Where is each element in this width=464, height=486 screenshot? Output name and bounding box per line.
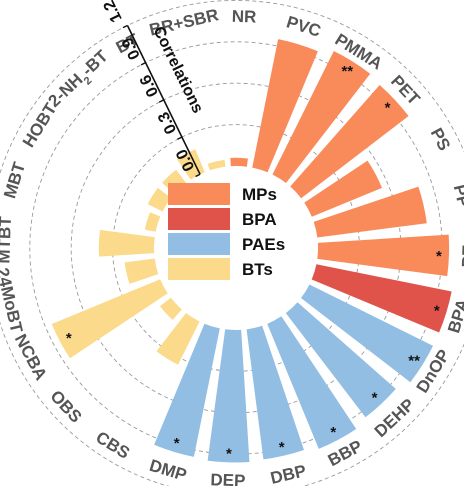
bar-hobt [147, 187, 172, 212]
bars [51, 39, 452, 463]
category-text-obs: OBS [46, 387, 85, 427]
sig-marker-dbp: * [279, 439, 285, 456]
category-label-pvc: PVC [284, 12, 323, 40]
axis-tick-text-1: 0.3 [155, 109, 180, 137]
category-label-dbp: DBP [269, 461, 308, 486]
category-label-ncba: NCBA [11, 331, 51, 383]
legend-label-bts: BTs [242, 260, 273, 279]
category-label-mtbt: MTBT [0, 215, 15, 263]
category-label-nr: NR [231, 7, 256, 27]
category-text-dep: DEP [210, 470, 246, 486]
sig-marker-dmp: * [174, 435, 180, 452]
bar-pe [317, 234, 450, 277]
bar-dep [207, 329, 250, 463]
sig-marker-dehp: * [372, 390, 378, 407]
bar-ps [304, 160, 382, 217]
bar-bpa [311, 264, 452, 333]
legend-label-bpa: BPA [242, 210, 277, 229]
axis-tick-3 [140, 62, 146, 66]
category-text-pvc: PVC [284, 12, 323, 40]
legend: MPs BPA PAEs BTs [168, 183, 285, 280]
bar-obs [159, 297, 182, 320]
category-text-cbs: CBS [93, 428, 134, 463]
axis-tick-label-1: 0.3 [155, 109, 180, 137]
category-text-ps: PS [427, 125, 454, 154]
legend-swatch-paes [168, 233, 230, 255]
category-label-24mobt: 24MoBT [0, 266, 26, 335]
category-label-mbt: MBT [0, 159, 29, 200]
legend-swatch-mps [168, 183, 230, 205]
sig-marker-dep: * [226, 445, 232, 462]
category-label-pp: PP [450, 183, 464, 209]
category-text-dbp: DBP [269, 461, 308, 486]
axis-tick-label-4: 1.2 [101, 0, 126, 25]
category-text-dmp: DMP [147, 456, 189, 485]
category-text-pe: PE [458, 244, 464, 267]
axis-tick-label-2: 0.6 [137, 72, 162, 100]
bar-cbs [156, 312, 200, 365]
category-label-pe: PE [458, 244, 464, 267]
axis-tick-1 [177, 136, 183, 140]
bar-dmp [154, 323, 220, 457]
significance-markers: ************* [66, 63, 442, 462]
category-label-cbs: CBS [93, 428, 134, 463]
legend-label-mps: MPs [242, 185, 277, 204]
axis-tick-4 [122, 24, 128, 29]
axis-tick-text-2: 0.6 [137, 72, 162, 100]
axis-tick-0 [195, 173, 201, 178]
bar-pmma [272, 50, 371, 184]
bar-pp [313, 186, 427, 238]
category-text-pp: PP [450, 183, 464, 209]
category-text-nr: NR [231, 7, 256, 27]
category-text-24mobt: 24MoBT [0, 266, 26, 335]
bar-dehp [285, 302, 396, 418]
bar-nr [230, 157, 248, 167]
bar-pvc [252, 39, 318, 173]
bar-pet [290, 85, 409, 199]
bar-mtbt [98, 229, 155, 257]
bar-mbt [144, 212, 161, 232]
sig-marker-pmma: ** [341, 63, 353, 80]
legend-swatch-bts [168, 258, 230, 280]
legend-swatch-bpa [168, 208, 230, 230]
bar-br-sbr [207, 159, 226, 171]
sig-marker-bpa: * [434, 302, 440, 319]
sig-marker-ncba: * [66, 330, 72, 347]
category-text-mbt: MBT [0, 159, 29, 200]
bar-24mobt [124, 258, 159, 284]
category-label-obs: OBS [46, 387, 85, 427]
category-text-mtbt: MTBT [0, 215, 15, 263]
legend-label-paes: PAEs [242, 235, 285, 254]
category-label-dmp: DMP [147, 456, 189, 485]
category-text-2-nh2-bt: 2-NH2-BT [45, 46, 116, 115]
category-label-ps: PS [427, 125, 454, 154]
sig-marker-pet: * [385, 100, 391, 117]
bar-dbp [246, 325, 304, 460]
category-label-2-nh2-bt: 2-NH2-BT [45, 46, 116, 115]
bar-ncba [51, 279, 168, 359]
sig-marker-pe: * [436, 248, 442, 265]
axis-tick-2 [158, 99, 165, 103]
sig-marker-bbp: * [330, 424, 336, 441]
category-label-dep: DEP [210, 470, 246, 486]
axis-tick-text-4: 1.2 [101, 0, 126, 25]
sig-marker-dnop: ** [408, 352, 420, 369]
bar-bt [176, 149, 205, 180]
category-text-ncba: NCBA [11, 331, 51, 383]
bar-bbp [267, 316, 357, 449]
bar-dnop [300, 284, 434, 383]
